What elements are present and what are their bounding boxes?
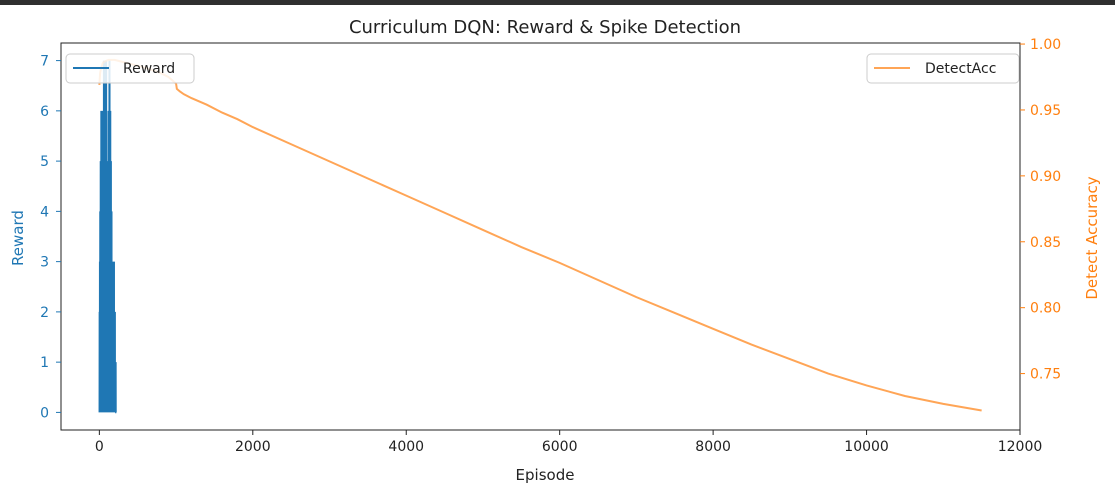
right-y-tick-label: 1.00: [1030, 37, 1061, 53]
x-tick-label: 2000: [235, 439, 271, 455]
top-edge-bar: [0, 0, 1115, 5]
legend-box: [866, 53, 1020, 84]
legend-reward: Reward: [65, 53, 195, 84]
left-y-tick-label: 4: [40, 204, 49, 220]
left-y-axis-label: Reward: [9, 210, 27, 266]
x-tick-label: 10000: [844, 439, 889, 455]
left-y-tick-label: 6: [40, 104, 49, 120]
left-y-tick-label: 3: [40, 255, 49, 271]
x-tick-label: 12000: [998, 439, 1043, 455]
x-tick-label: 8000: [695, 439, 731, 455]
detectacc-series-line: [98, 58, 982, 412]
right-y-tick-label: 0.85: [1030, 235, 1061, 251]
legend-reward-label: Reward: [123, 61, 175, 77]
legend-box: [65, 53, 195, 84]
legend-detectacc-label: DetectAcc: [925, 61, 996, 77]
x-tick-label: 0: [95, 439, 104, 455]
series-layer: [98, 58, 982, 414]
x-axis-label: Episode: [516, 466, 575, 484]
right-y-tick-label: 0.90: [1030, 169, 1061, 185]
right-y-tick-label: 0.75: [1030, 367, 1061, 383]
left-y-tick-label: 2: [40, 305, 49, 321]
left-y-tick-label: 7: [40, 54, 49, 70]
plot-frame: [60, 42, 1021, 431]
right-y-axis-label: Detect Accuracy: [1083, 176, 1101, 299]
right-y-tick-label: 0.95: [1030, 103, 1061, 119]
x-tick-label: 6000: [542, 439, 578, 455]
reward-series-line: [98, 60, 117, 414]
x-tick-label: 4000: [388, 439, 424, 455]
chart-title: Curriculum DQN: Reward & Spike Detection: [349, 17, 741, 38]
legend-detectacc: DetectAcc: [866, 53, 1020, 84]
axes-layer: 0 2000 4000 6000 8000 10000 12000 0 1 2 3 4 5 6 7 0.75 0…: [40, 37, 1061, 455]
right-y-tick-label: 0.80: [1030, 301, 1061, 317]
left-y-tick-label: 5: [40, 154, 49, 170]
left-y-tick-label: 0: [40, 405, 49, 421]
left-y-tick-label: 1: [40, 355, 49, 371]
